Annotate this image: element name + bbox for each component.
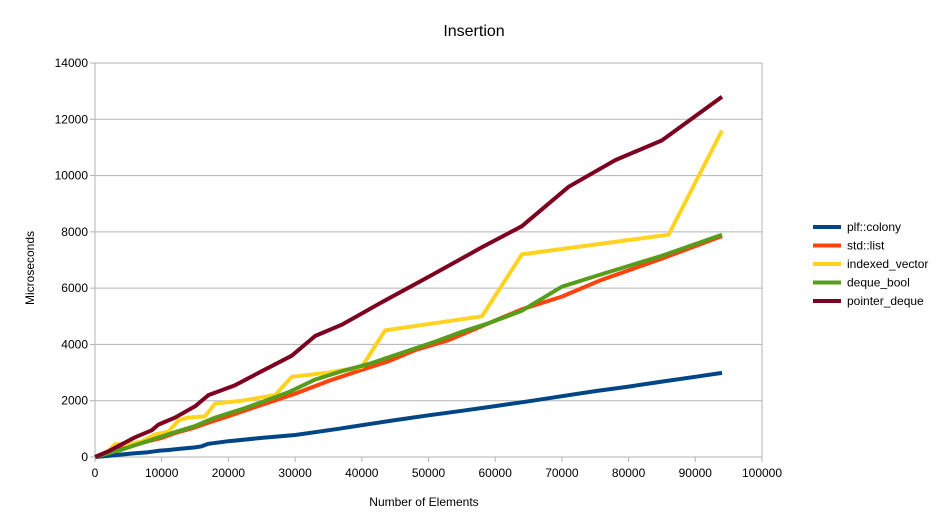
chart-title: Insertion <box>443 23 504 40</box>
y-tick-label: 0 <box>81 450 88 464</box>
y-tick-label: 12000 <box>55 112 89 126</box>
x-tick-label: 70000 <box>545 466 579 480</box>
y-tick-label: 10000 <box>55 169 89 183</box>
grid-lines <box>95 62 762 402</box>
y-axis-title: Microseconds <box>23 231 37 305</box>
legend-label: std::list <box>847 239 885 253</box>
series-line-2 <box>94 129 724 459</box>
axes: 0 2000 4000 6000 8000 10000 12000 14000 0 10000 20… <box>55 56 783 480</box>
x-tick-label: 0 <box>92 466 99 480</box>
x-tick-label: 10000 <box>145 466 179 480</box>
x-tick-label: 80000 <box>612 466 646 480</box>
x-tick-label: 100000 <box>742 466 782 480</box>
y-tick-label: 2000 <box>61 394 88 408</box>
x-axis-title: Number of Elements <box>369 495 478 509</box>
x-tick-label: 30000 <box>278 466 312 480</box>
legend-label: indexed_vector <box>847 257 928 271</box>
y-tick-label: 8000 <box>61 225 88 239</box>
y-tick-label: 6000 <box>61 281 88 295</box>
x-tick-label: 90000 <box>679 466 713 480</box>
x-tick-label: 40000 <box>345 466 379 480</box>
series-line-0 <box>94 370 723 459</box>
series-line-3 <box>94 232 723 459</box>
legend: plf::colonystd::listindexed_vectordeque_… <box>813 220 928 308</box>
x-tick-label: 50000 <box>412 466 446 480</box>
x-tick-label: 20000 <box>212 466 246 480</box>
series-line-1 <box>94 234 723 459</box>
series-lines <box>94 95 724 459</box>
series-line-4 <box>94 95 724 459</box>
legend-label: deque_bool <box>847 276 910 290</box>
legend-label: pointer_deque <box>847 294 924 308</box>
y-tick-label: 14000 <box>55 56 89 70</box>
legend-label: plf::colony <box>847 220 901 234</box>
x-tick-label: 60000 <box>479 466 513 480</box>
y-tick-label: 4000 <box>61 337 88 351</box>
